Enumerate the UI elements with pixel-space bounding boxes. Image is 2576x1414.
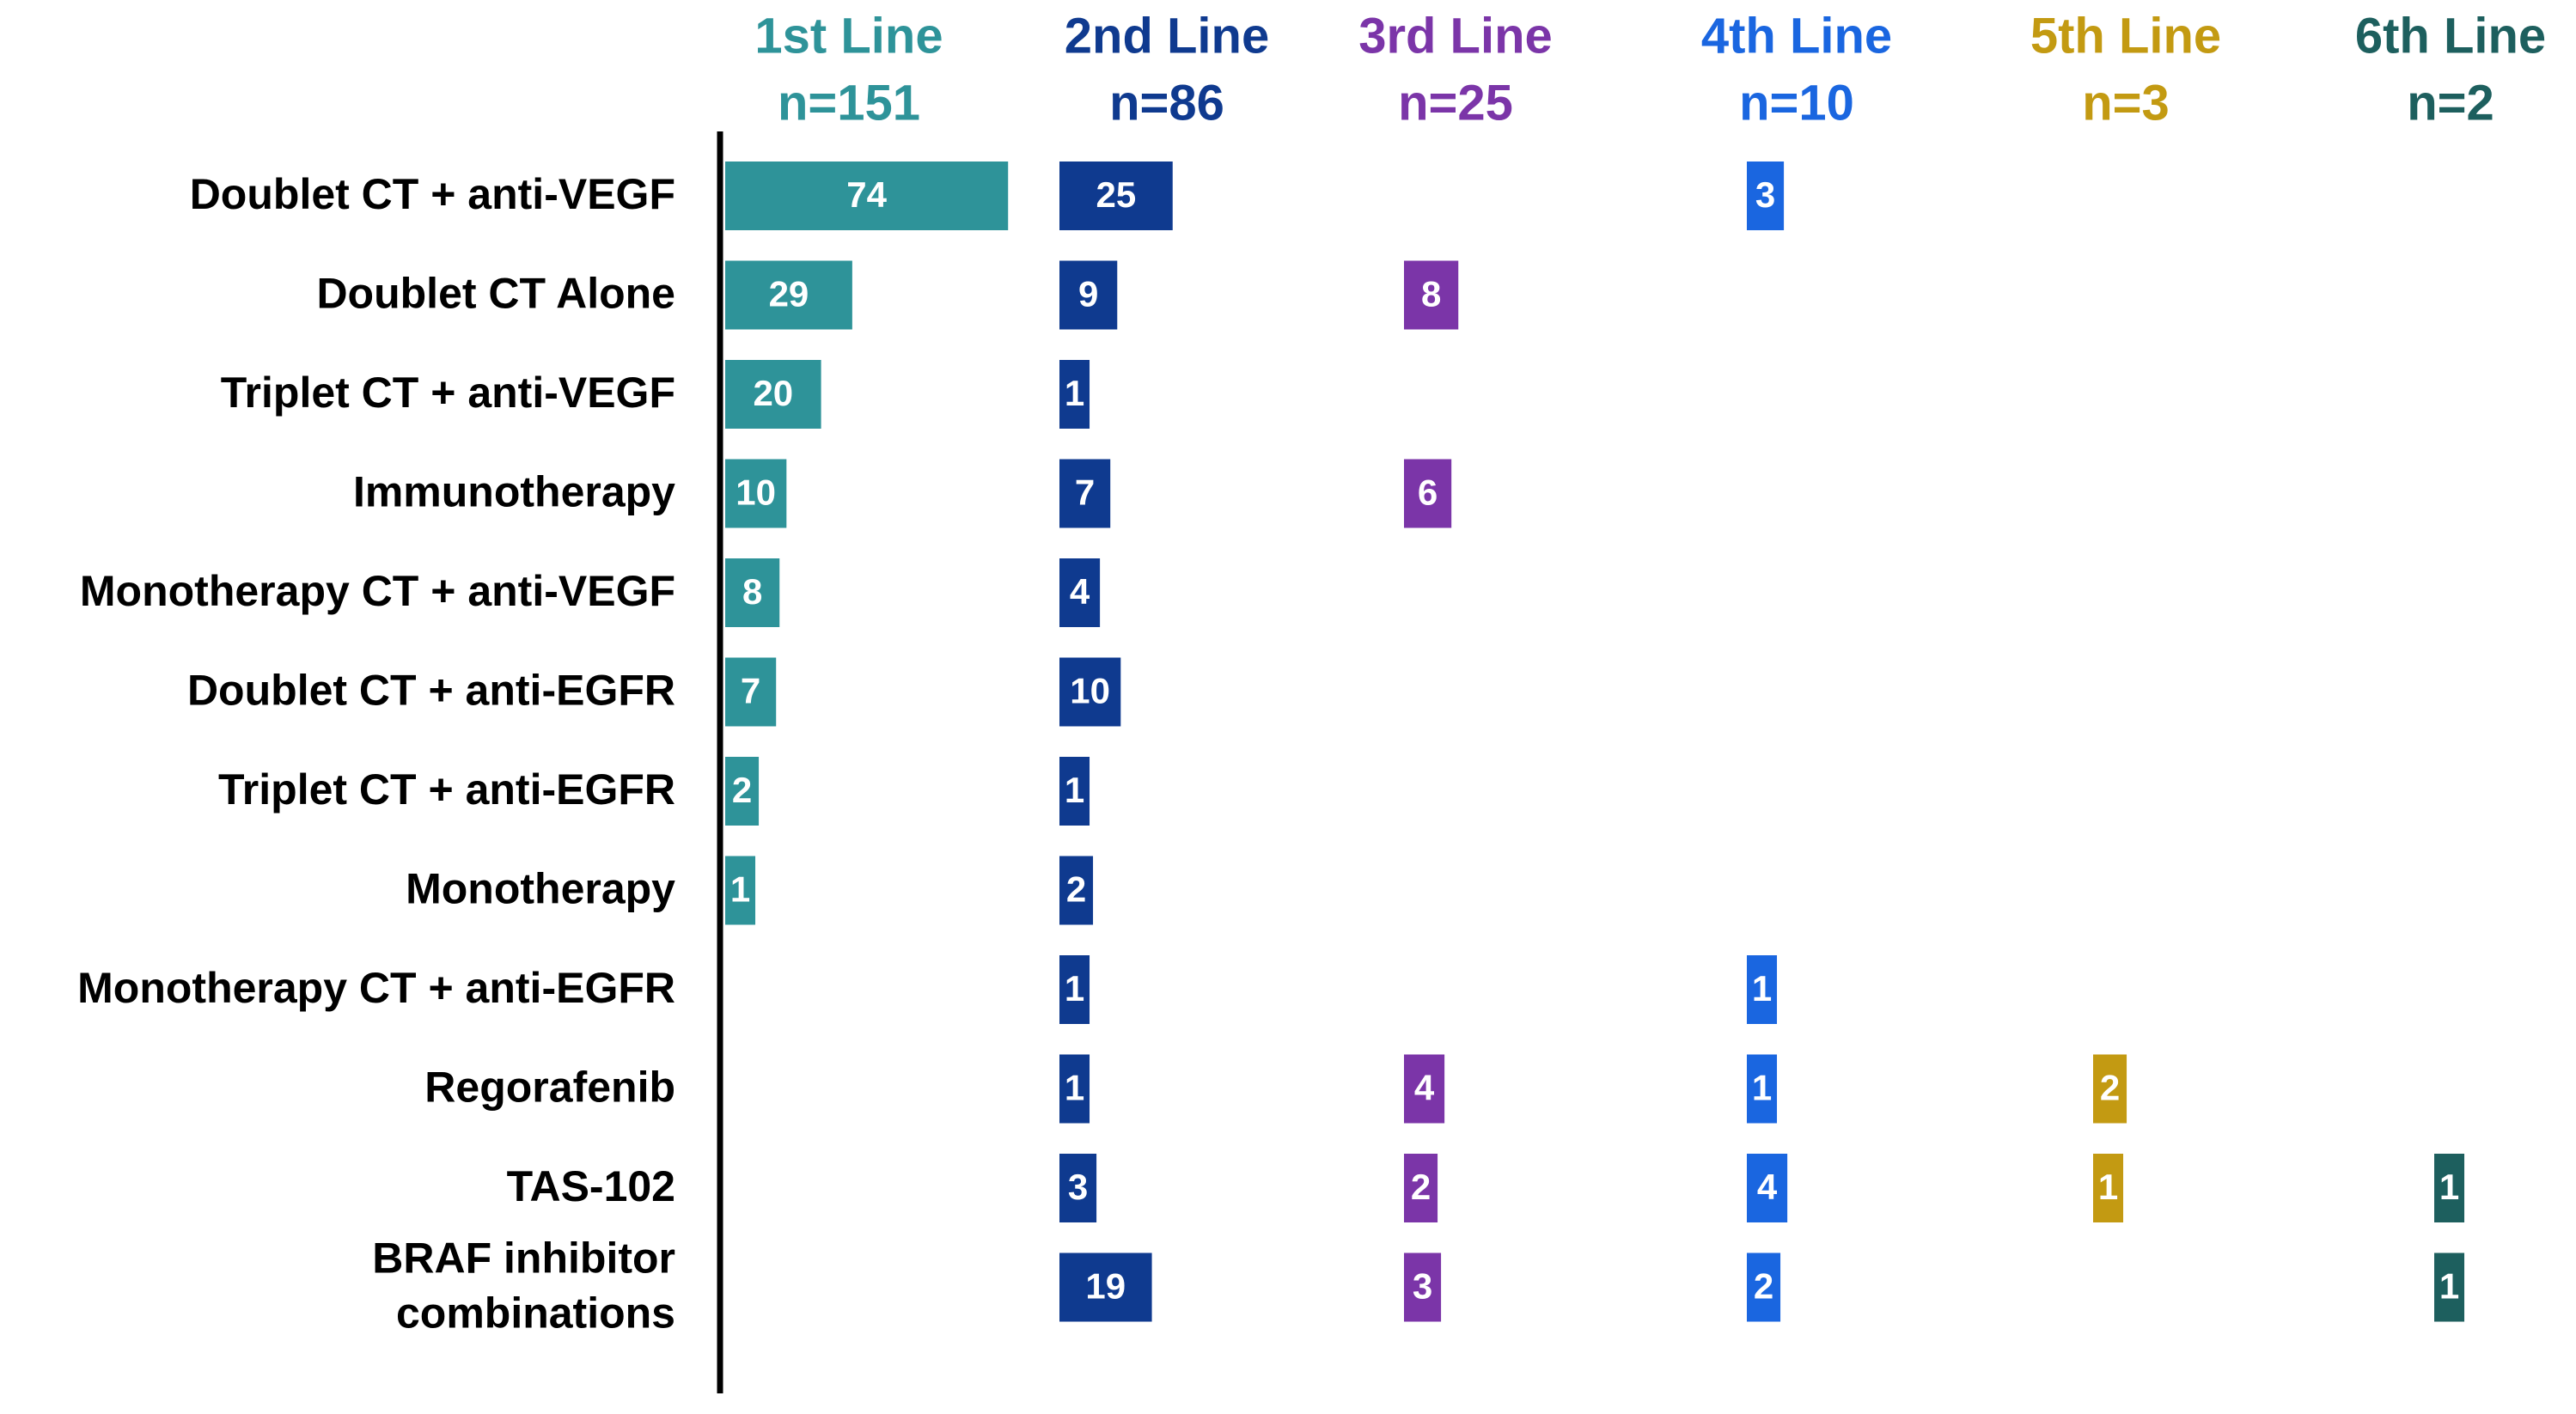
bar [1404,459,1452,528]
category-label: Doublet CT Alone [316,270,675,318]
value-label: 2 [1754,1266,1773,1307]
category-label: Regorafenib [424,1064,675,1112]
value-label: 7 [1075,472,1095,513]
bar [725,260,852,330]
bar [1404,1054,1445,1124]
category-label: Monotherapy CT + anti-EGFR [77,964,675,1012]
series-subtitle: n=86 [1109,75,1224,131]
bar [1059,657,1121,727]
value-label: 9 [1078,274,1098,314]
value-label: 10 [1070,671,1110,711]
bar [2093,1054,2127,1124]
bar [1059,757,1090,826]
value-label: 7 [741,671,760,711]
bar [1747,162,1785,230]
value-label: 1 [2439,1167,2459,1207]
series-subtitle: n=151 [778,75,920,131]
bar [725,360,821,429]
value-label: 3 [1068,1167,1088,1207]
bar [1059,162,1173,230]
series-subtitle: n=2 [2407,75,2494,131]
value-label: 1 [1752,968,1772,1009]
bar [725,459,787,528]
series-subtitle: n=25 [1398,75,1513,131]
value-label: 3 [1755,174,1775,215]
value-label: 1 [1065,1068,1084,1108]
value-label: 1 [2098,1167,2118,1207]
bar [725,558,780,627]
bar [1059,856,1094,925]
value-label: 2 [2100,1068,2120,1108]
value-label: 25 [1096,174,1137,215]
value-label: 4 [1070,571,1090,612]
value-label: 1 [1065,373,1084,413]
bar [1059,1054,1090,1124]
value-label: 74 [846,174,887,215]
series-name: 3rd Line [1358,8,1553,64]
bar [1059,955,1090,1024]
bar [725,856,756,925]
bar [1059,459,1111,528]
bar [725,162,1009,230]
value-label: 8 [1421,274,1441,314]
value-label: 2 [732,770,752,810]
bar [1747,955,1778,1024]
value-label: 1 [2439,1266,2459,1307]
value-label: 1 [730,869,750,910]
bar [1747,1252,1781,1322]
category-label: BRAF inhibitor combinations [372,1234,675,1338]
value-label: 8 [742,571,762,612]
value-label: 10 [736,472,776,513]
bar [1747,1054,1778,1124]
bar [1059,558,1101,627]
value-label: 4 [1757,1167,1778,1207]
series-subtitle: n=3 [2082,75,2170,131]
category-label: TAS-102 [507,1162,675,1210]
value-label: 6 [1418,472,1438,513]
value-label: 4 [1414,1068,1435,1108]
bar [2093,1154,2124,1222]
bar [1404,1252,1442,1322]
series-name: 2nd Line [1065,8,1269,64]
value-label: 29 [769,274,809,314]
bar [1059,1154,1097,1222]
bar [1404,1154,1438,1222]
value-label: 19 [1085,1266,1126,1307]
value-label: 20 [753,373,793,413]
category-label: Immunotherapy [353,468,675,516]
value-label: 1 [1065,770,1084,810]
category-label: Monotherapy CT + anti-VEGF [80,567,675,615]
bar [1747,1154,1788,1222]
bar [2434,1252,2465,1322]
category-label: Doublet CT + anti-VEGF [190,170,675,218]
series-name: 1st Line [754,8,943,64]
bar [1059,260,1118,330]
series-name: 5th Line [2030,8,2221,64]
value-label: 2 [1411,1167,1431,1207]
bar [725,657,777,727]
category-label: Monotherapy [406,865,675,913]
series-name: 6th Line [2355,8,2546,64]
series-subtitle: n=10 [1739,75,1854,131]
category-label: Triplet CT + anti-EGFR [218,765,675,814]
value-label: 3 [1413,1266,1432,1307]
bar [2434,1154,2465,1222]
category-label: Doublet CT + anti-EGFR [187,667,675,715]
bar [725,757,760,826]
bar [1404,260,1459,330]
value-label: 1 [1752,1068,1772,1108]
category-label: Triplet CT + anti-VEGF [221,369,675,417]
bar [1059,360,1090,429]
value-label: 1 [1065,968,1084,1009]
value-label: 2 [1066,869,1086,910]
bar [1059,1252,1152,1322]
series-name: 4th Line [1701,8,1892,64]
